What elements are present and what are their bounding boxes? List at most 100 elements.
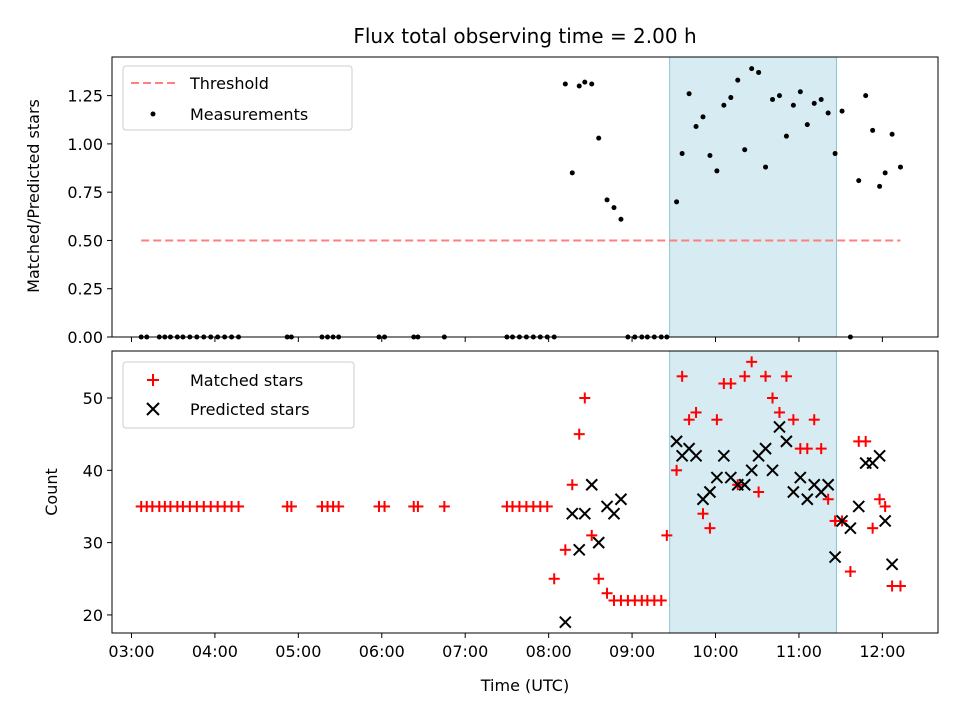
x-tick-label: 04:00 — [192, 642, 238, 661]
legend-matched-swatch — [147, 374, 159, 386]
measurements-point — [825, 110, 831, 116]
bottom-legend: Matched stars Predicted stars — [122, 361, 355, 429]
measurements-point — [839, 108, 845, 114]
measurements-point — [686, 91, 692, 97]
matched-stars-point — [746, 356, 758, 368]
matched-stars-point — [285, 500, 297, 512]
measurements-point — [707, 152, 713, 158]
predicted-stars-point — [852, 500, 865, 513]
legend-matched-label: Matched stars — [190, 371, 303, 390]
predicted-stars-point — [878, 514, 892, 528]
matched-stars-point — [333, 500, 345, 512]
predicted-stars-point — [592, 536, 605, 549]
y-tick-label: 0.00 — [67, 328, 103, 347]
matched-stars-point — [787, 414, 799, 426]
x-tick-label: 12:00 — [859, 642, 905, 661]
measurements-point — [818, 96, 824, 102]
y-tick-label: 30 — [83, 534, 103, 553]
matched-stars-point — [233, 500, 245, 512]
measurements-point — [763, 164, 769, 170]
measurements-point — [783, 133, 789, 139]
measurements-point — [811, 100, 817, 106]
ratio-panel: Flux total observing time = 2.00 h Match… — [24, 24, 939, 347]
measurements-point — [863, 93, 869, 99]
matched-stars-point — [438, 500, 450, 512]
predicted-stars-point — [794, 471, 807, 484]
legend-predicted-label: Predicted stars — [190, 400, 310, 419]
measurements-point — [714, 168, 720, 174]
measurements-point — [889, 131, 895, 137]
measurements-point — [589, 81, 595, 87]
matched-stars-point — [815, 443, 827, 455]
matched-stars-point — [593, 573, 605, 585]
matched-stars-point — [860, 435, 872, 447]
matched-stars-point — [780, 370, 792, 382]
measurements-point — [832, 151, 838, 157]
predicted-stars-point — [828, 550, 842, 564]
predicted-stars-point — [759, 442, 772, 455]
predicted-stars-point — [573, 543, 586, 557]
legend-threshold-label: Threshold — [189, 74, 269, 93]
matched-stars-point — [566, 479, 578, 491]
top-y-axis-label: Matched/Predicted stars — [24, 99, 43, 293]
measurements-point — [721, 102, 727, 108]
matched-stars-point — [661, 529, 673, 541]
matched-stars-point — [867, 522, 879, 534]
measurements-point — [700, 114, 706, 120]
predicted-stars-point — [703, 485, 717, 499]
measurements-point — [877, 183, 883, 189]
predicted-stars-point — [885, 558, 899, 571]
count-panel: Count Time (UTC) 03:00 04:00 05:00 06:00 07:… — [42, 350, 939, 695]
measurements-point — [790, 102, 796, 108]
matched-stars-point — [879, 500, 891, 512]
measurements-point — [618, 216, 624, 222]
x-tick-label: 03:00 — [108, 642, 154, 661]
matched-stars-point — [773, 406, 785, 418]
chart-title: Flux total observing time = 2.00 h — [353, 24, 696, 48]
matched-stars-point — [697, 508, 709, 520]
legend-measurements-label: Measurements — [190, 105, 308, 124]
matched-stars-point — [671, 464, 683, 476]
legend-predicted-swatch — [146, 402, 160, 416]
top-legend-box — [122, 65, 353, 131]
y-tick-label: 20 — [83, 606, 103, 625]
measurements-point — [882, 170, 888, 176]
measurements-point — [776, 93, 782, 99]
matched-stars-point — [894, 580, 906, 592]
matched-stars-point — [573, 428, 585, 440]
measurements-point — [804, 122, 810, 128]
matched-stars-point — [801, 443, 813, 455]
matched-stars-point — [844, 566, 856, 578]
predicted-stars-point — [738, 478, 751, 491]
bottom-y-axis-label: Count — [42, 468, 61, 516]
predicted-stars-point — [585, 478, 598, 491]
matched-stars-point — [586, 529, 598, 541]
bottom-legend-box — [122, 361, 355, 429]
measurements-point — [742, 147, 748, 153]
y-tick-label: 50 — [83, 389, 103, 408]
matched-stars-point — [379, 500, 391, 512]
x-tick-label: 10:00 — [692, 642, 738, 661]
measurements-point — [569, 170, 575, 176]
matched-stars-point — [753, 486, 765, 498]
predicted-stars-point — [801, 493, 814, 506]
x-tick-label: 08:00 — [526, 642, 572, 661]
measurements-point — [693, 124, 699, 130]
predicted-stars-point — [578, 507, 592, 520]
y-tick-label: 0.75 — [67, 183, 103, 202]
measurements-point — [576, 83, 582, 89]
measurements-point — [749, 66, 755, 72]
matched-stars-point — [541, 500, 553, 512]
matched-stars-point — [725, 378, 737, 390]
measurements-point — [604, 197, 610, 203]
matched-stars-point — [655, 594, 667, 606]
measurements-point — [611, 205, 617, 211]
top-legend: Threshold Measurements — [122, 65, 353, 131]
measurements-point — [897, 164, 903, 170]
predicted-stars-point — [717, 449, 731, 463]
y-tick-label: 40 — [83, 461, 103, 480]
x-tick-label: 07:00 — [442, 642, 488, 661]
predicted-stars-point — [710, 471, 724, 484]
matched-stars-point — [874, 493, 886, 505]
